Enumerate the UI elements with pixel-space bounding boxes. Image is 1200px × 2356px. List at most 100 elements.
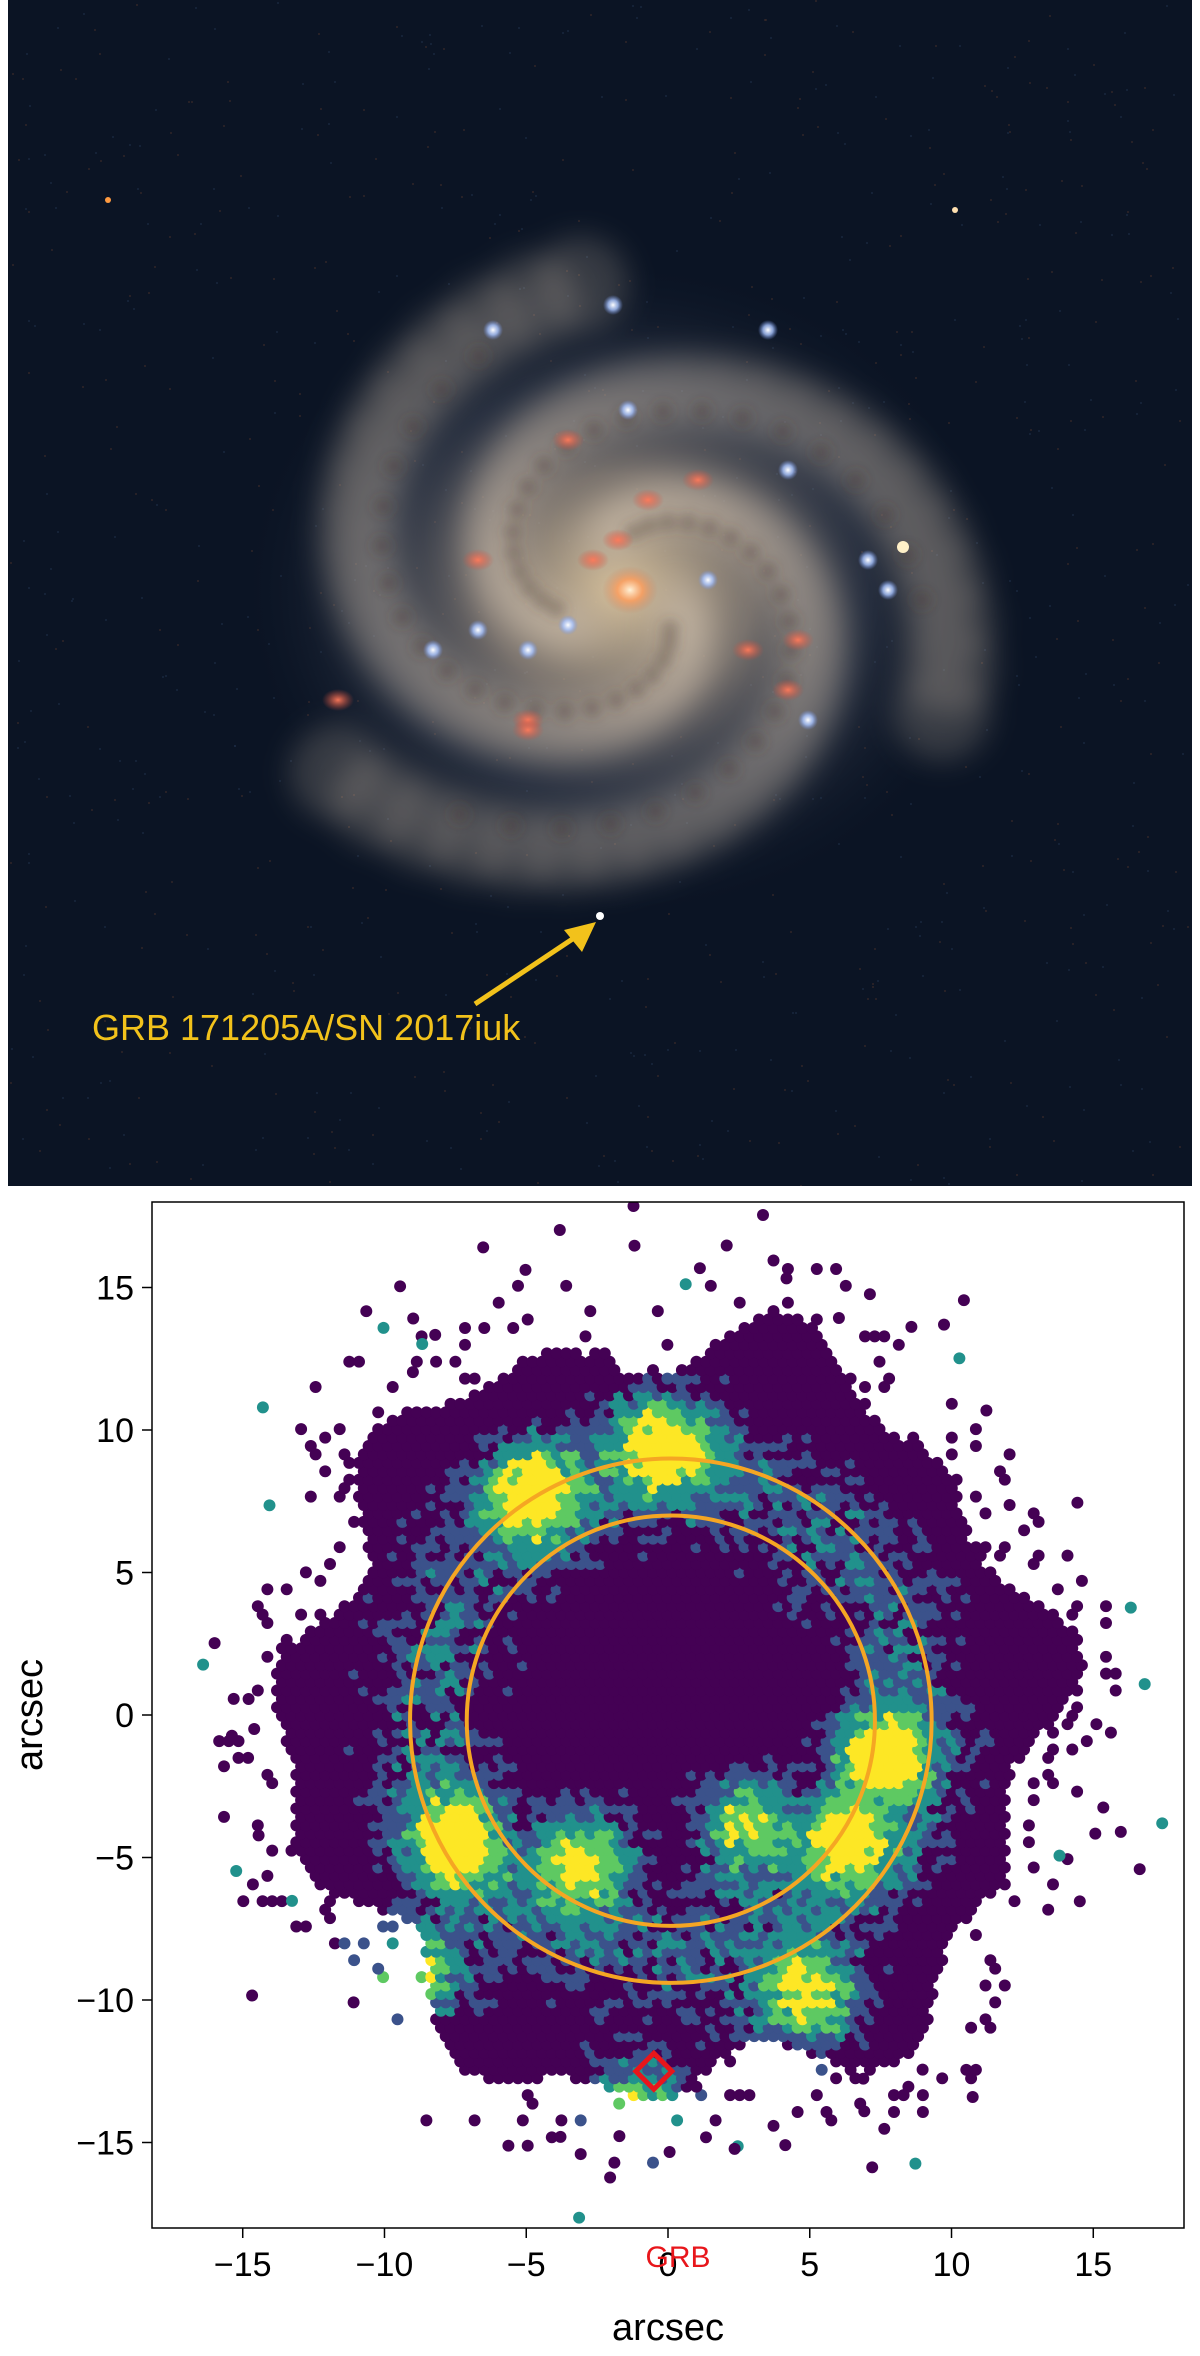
sky-noise-pixel (55, 648, 57, 650)
spaxel (1109, 1667, 1122, 1680)
sky-noise-pixel (621, 980, 623, 982)
sky-noise-pixel (451, 932, 453, 934)
sky-noise-pixel (396, 26, 398, 28)
sky-noise-pixel (835, 1110, 837, 1112)
sky-noise-pixel (1024, 920, 1026, 922)
sky-noise-pixel (140, 192, 142, 194)
sky-noise-pixel (1057, 823, 1059, 825)
dust-patch (547, 599, 566, 618)
spaxel (969, 2063, 982, 2076)
sky-noise-pixel (922, 975, 924, 977)
spaxel (1071, 1785, 1084, 1798)
sky-noise-pixel (88, 168, 90, 170)
sky-noise-pixel (99, 329, 101, 331)
sky-noise-pixel (1021, 770, 1023, 772)
sky-noise-pixel (943, 1092, 945, 1094)
hii-region (682, 469, 714, 491)
sky-noise-pixel (735, 1049, 737, 1051)
sky-noise-pixel (866, 242, 868, 244)
sky-noise-pixel (1141, 1088, 1143, 1090)
sky-noise-pixel (941, 921, 943, 923)
spaxel (348, 1954, 361, 1967)
sky-noise-pixel (138, 1097, 140, 1099)
sky-noise-pixel (1027, 278, 1029, 280)
sky-noise-pixel (499, 108, 501, 110)
sky-noise-pixel (862, 988, 864, 990)
sky-noise-pixel (1083, 1109, 1085, 1111)
spaxel (709, 2114, 722, 2127)
sky-noise-pixel (39, 1150, 41, 1152)
spaxel (1047, 1878, 1059, 1891)
sky-noise-pixel (699, 1050, 701, 1052)
sky-noise-pixel (734, 152, 736, 154)
spaxel (979, 1979, 992, 1992)
blue-cluster (468, 620, 488, 640)
sky-noise-pixel (292, 982, 294, 984)
sky-noise-pixel (1067, 120, 1069, 122)
sky-noise-pixel (105, 619, 107, 621)
sky-noise-pixel (154, 266, 156, 268)
dust-patch (759, 562, 777, 581)
sky-noise-pixel (770, 1059, 772, 1061)
sky-noise-pixel (638, 1105, 640, 1107)
sky-noise-pixel (1059, 310, 1061, 312)
spaxel (468, 2114, 481, 2127)
sky-noise-pixel (66, 191, 68, 193)
sky-noise-pixel (556, 975, 558, 977)
dust-patch (384, 457, 403, 475)
sky-noise-pixel (135, 760, 137, 762)
sky-noise-pixel (934, 184, 936, 186)
sky-noise-pixel (1167, 910, 1169, 912)
sky-noise-pixel (1150, 942, 1152, 944)
sky-noise-pixel (177, 154, 179, 156)
sky-noise-pixel (336, 310, 338, 312)
hii-region (632, 489, 664, 511)
sky-noise-pixel (1095, 994, 1097, 996)
sky-noise-pixel (165, 675, 167, 677)
sky-noise-pixel (562, 32, 564, 34)
sky-noise-pixel (165, 1019, 167, 1021)
sky-noise-pixel (59, 1124, 61, 1126)
dust-patch (646, 802, 665, 821)
sky-noise-pixel (625, 41, 627, 43)
sky-noise-pixel (207, 948, 209, 950)
sky-noise-pixel (82, 386, 84, 388)
sky-noise-pixel (1054, 839, 1056, 841)
dust-patch (741, 543, 760, 562)
sky-noise-pixel (1005, 213, 1007, 215)
sky-noise-pixel (58, 703, 60, 705)
spaxel (261, 1869, 274, 1882)
sky-noise-pixel (1149, 1141, 1151, 1143)
sky-noise-pixel (194, 233, 196, 235)
sky-noise-pixel (401, 35, 403, 37)
sky-noise-pixel (854, 1125, 856, 1127)
spaxel (555, 2114, 568, 2127)
sky-noise-pixel (944, 990, 946, 992)
sky-noise-pixel (895, 1014, 897, 1016)
sky-noise-pixel (518, 27, 520, 29)
transient-source (596, 912, 604, 920)
dust-patch (518, 478, 537, 497)
sky-noise-pixel (566, 955, 568, 957)
sky-noise-pixel (590, 14, 592, 16)
sky-noise-pixel (469, 1027, 471, 1029)
dust-patch (913, 590, 932, 609)
blue-cluster (518, 640, 538, 660)
sky-noise-pixel (959, 989, 961, 991)
spaxel (227, 1692, 240, 1705)
sky-noise-pixel (279, 780, 281, 782)
sky-noise-pixel (919, 935, 921, 937)
sky-noise-pixel (887, 928, 889, 930)
dust-patch (700, 518, 719, 537)
sky-noise-pixel (1106, 904, 1108, 906)
hii-region (577, 549, 609, 571)
spaxel (888, 2106, 900, 2118)
sky-noise-pixel (943, 883, 945, 885)
sky-noise-pixel (778, 1142, 780, 1144)
sky-noise-pixel (959, 45, 961, 47)
sky-noise-pixel (1085, 673, 1087, 675)
sky-noise-pixel (800, 1185, 802, 1186)
sky-noise-pixel (1102, 416, 1104, 418)
field-star (952, 207, 958, 213)
sky-noise-pixel (212, 357, 214, 359)
